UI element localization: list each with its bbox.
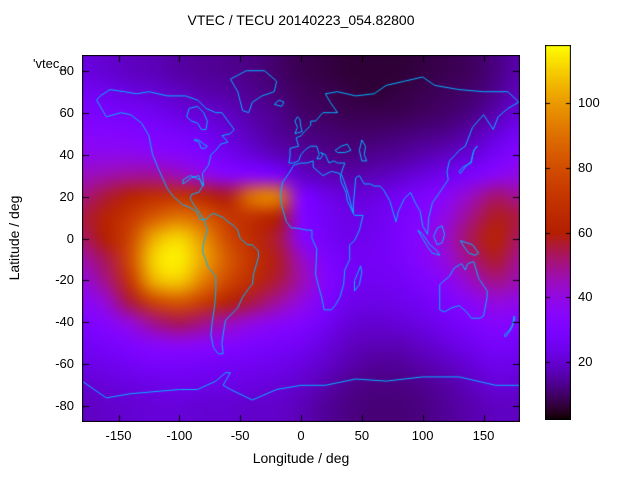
y-tick-label: 0: [66, 230, 74, 246]
y-tick-label: 80: [59, 62, 74, 78]
y-tick-label: 60: [59, 104, 74, 120]
heatmap-map-canvas: [82, 55, 520, 422]
chart-title: VTEC / TECU 20140223_054.82800: [187, 12, 415, 28]
x-tick-label: -150: [105, 428, 132, 443]
y-tick-label: -80: [55, 398, 74, 414]
y-axis-label: Latitude / deg: [6, 195, 22, 281]
colorbar-tick-label: 40: [578, 289, 593, 305]
y-tick-label: 40: [59, 146, 74, 162]
x-tick-label: -50: [230, 428, 250, 443]
y-tick-label: -60: [55, 356, 74, 372]
colorbar-tick-label: 20: [578, 353, 593, 369]
colorbar-tick-label: 80: [578, 159, 593, 175]
y-tick-label: -20: [55, 272, 74, 288]
x-axis-label: Longitude / deg: [252, 450, 350, 466]
colorbar-tick-label: 100: [578, 95, 600, 111]
y-tick-label: 20: [59, 188, 74, 204]
x-tick-label: 50: [354, 428, 370, 443]
colorbar-canvas: [545, 45, 571, 420]
x-tick-label: 0: [297, 428, 305, 443]
x-tick-label: 150: [472, 428, 495, 443]
x-tick-label: -100: [166, 428, 193, 443]
series-key-label: 'vtec_: [33, 56, 67, 71]
x-tick-label: 100: [411, 428, 434, 443]
colorbar-tick-label: 60: [578, 224, 593, 240]
y-tick-label: -40: [55, 314, 74, 330]
